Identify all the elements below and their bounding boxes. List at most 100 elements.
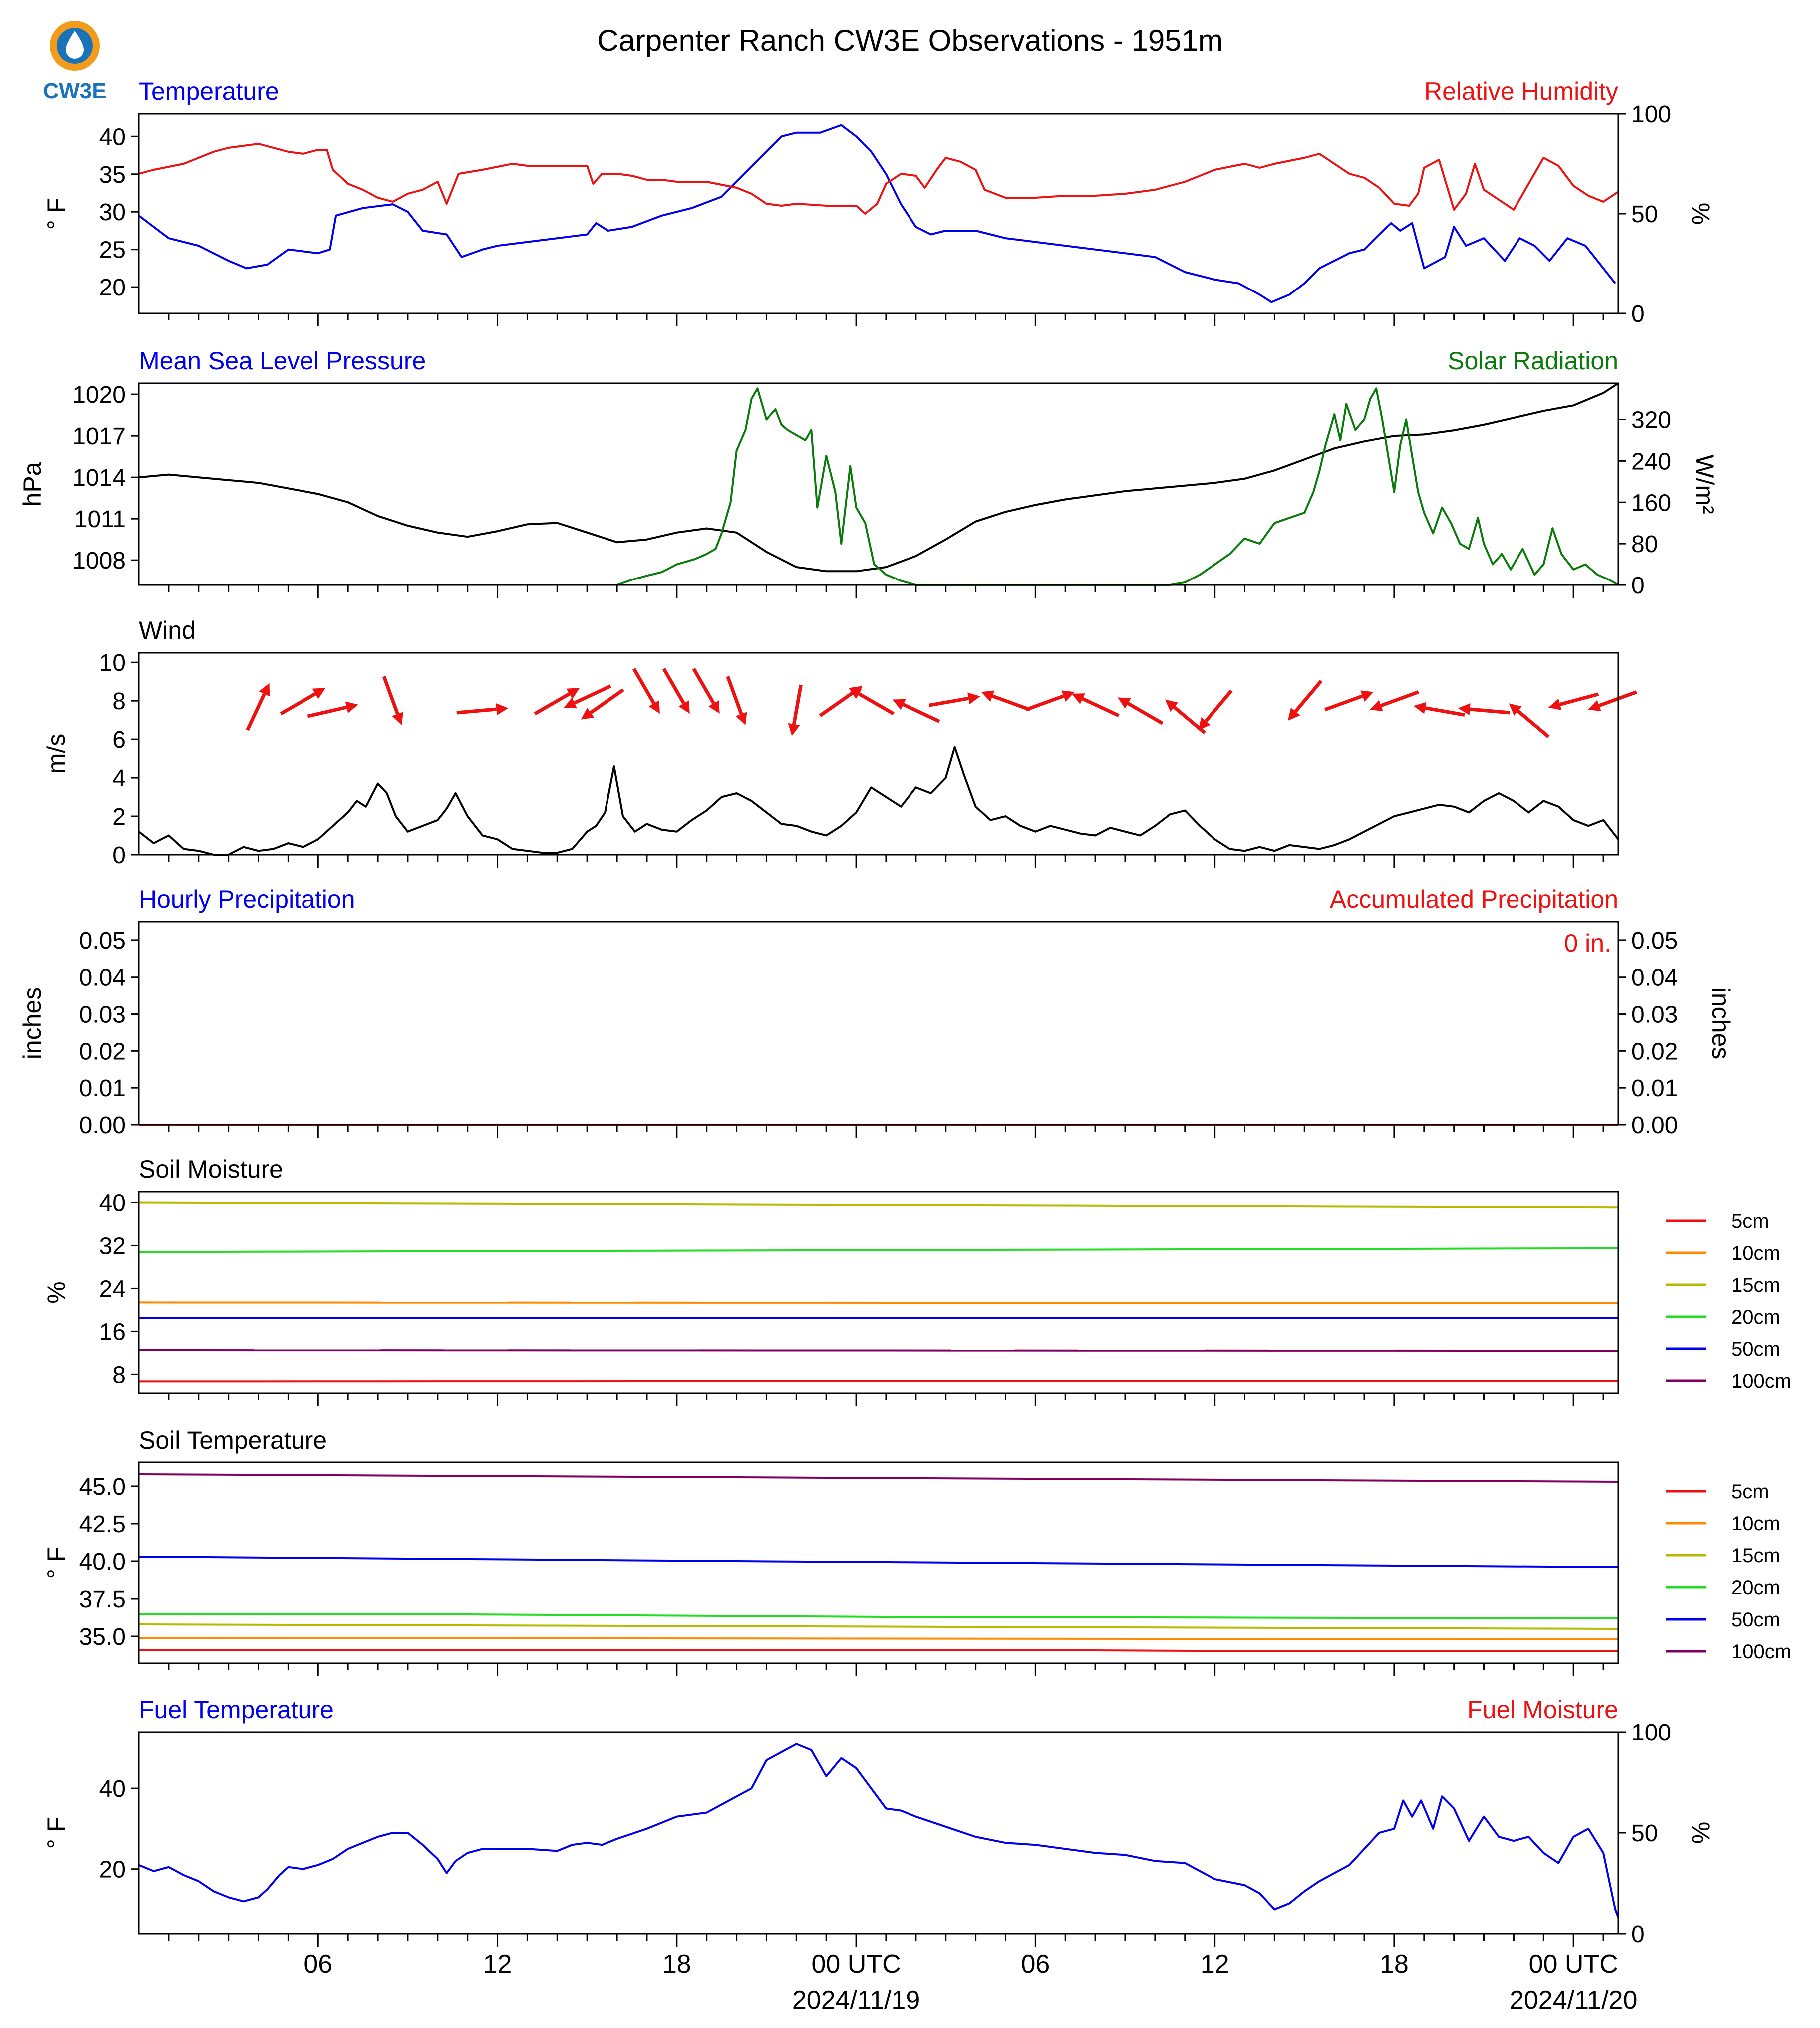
wind-arrow-head xyxy=(967,692,980,705)
series-line-10cm xyxy=(138,1637,1619,1640)
panel-frame xyxy=(138,1191,1619,1394)
y-tick-label-left: 0.04 xyxy=(79,965,126,991)
wind-arrow xyxy=(632,668,660,714)
cw3e-logo: CW3E xyxy=(43,21,107,103)
y-axis-left: 0 2 4 6 8 10 xyxy=(99,650,139,869)
x-tick-label: 06 xyxy=(303,1950,332,1979)
panel-frame xyxy=(138,382,1619,586)
y-tick-label-right: 240 xyxy=(1631,448,1671,475)
wind-arrow-shaft xyxy=(726,676,743,715)
y-axis-label-left: m/s xyxy=(42,734,70,774)
series-line-5cm xyxy=(139,1649,1618,1652)
wind-arrow-shaft xyxy=(382,676,399,715)
legend-label: 100cm xyxy=(1731,1641,1791,1663)
y-tick-label-right: 0.02 xyxy=(1631,1038,1678,1065)
wind-arrow xyxy=(1458,703,1510,715)
wind-arrow-shaft xyxy=(1324,694,1363,712)
wind-arrow xyxy=(456,703,509,715)
series-line-100cm xyxy=(138,1473,1619,1483)
y-tick-label-left: 0.03 xyxy=(79,1002,126,1028)
wind-arrow-head xyxy=(1287,707,1300,721)
wind-arrow-shaft xyxy=(792,684,803,725)
wind-arrow xyxy=(534,688,580,716)
panel-frame xyxy=(138,652,1619,856)
wind-arrow-head xyxy=(1071,693,1085,704)
y-tick-label-right: 0 xyxy=(1631,301,1645,327)
wind-arrow xyxy=(564,684,611,709)
wind-arrow-head xyxy=(1061,690,1075,702)
y-tick-label-left: 32 xyxy=(99,1233,126,1259)
series-line-15cm xyxy=(138,1623,1619,1630)
wind-arrow-head xyxy=(1458,703,1471,715)
logo-text: CW3E xyxy=(43,79,106,103)
x-ticks xyxy=(168,1663,1604,1676)
y-tick-label-left: 6 xyxy=(112,727,126,753)
panel-temperature_rh: Temperature Relative Humidity 20 25 30 35 40 ° … xyxy=(42,77,1715,327)
wind-arrow-head xyxy=(259,683,270,697)
x-ticks xyxy=(168,855,1604,868)
y-tick-label-left: 42.5 xyxy=(79,1511,126,1538)
series-line-20cm xyxy=(138,1247,1619,1253)
wind-arrow-head xyxy=(581,708,595,720)
wind-arrow-shaft xyxy=(1025,694,1064,712)
y-axis-right: 0.00 0.01 0.02 0.03 0.04 0.05 xyxy=(1618,928,1678,1139)
y-tick-label-left: 35.0 xyxy=(79,1624,126,1650)
y-axis-label-left: inches xyxy=(18,987,46,1060)
wind-arrow-shaft xyxy=(662,668,685,704)
y-tick-label-right: 50 xyxy=(1631,1820,1658,1847)
y-axis-right: 0 80 160 240 320 xyxy=(1618,407,1671,599)
wind-arrow-head xyxy=(312,688,326,699)
y-axis-label-right: inches xyxy=(1707,987,1735,1060)
wind-arrow-head xyxy=(1548,698,1562,711)
wind-arrow xyxy=(788,684,803,736)
wind-arrow-head xyxy=(564,697,577,709)
panel-title-left: Hourly Precipitation xyxy=(139,885,355,913)
x-tick-label: 00 UTC xyxy=(1529,1950,1618,1979)
panel-soil_temperature: Soil Temperature 35.0 37.5 40.0 42.5 45.0 ° F 5… xyxy=(42,1426,1791,1676)
x-tick-label: 12 xyxy=(1201,1950,1229,1979)
wind-arrow xyxy=(1025,690,1075,712)
x-tick-label: 06 xyxy=(1021,1950,1050,1979)
wind-arrow xyxy=(1413,702,1465,717)
panel-precipitation: Hourly Precipitation Accumulated Precipit… xyxy=(18,885,1735,1139)
legend-label: 20cm xyxy=(1731,1577,1780,1599)
legend-label: 15cm xyxy=(1731,1274,1780,1296)
y-tick-label-left: 40 xyxy=(99,124,126,150)
y-tick-label-left: 40 xyxy=(99,1190,126,1216)
legend-label: 100cm xyxy=(1731,1370,1791,1392)
y-axis-label-left: % xyxy=(42,1281,70,1303)
y-tick-label-right: 100 xyxy=(1631,101,1671,128)
wind-arrow-shaft xyxy=(858,692,895,716)
panel-soil_moisture: Soil Moisture 8 16 24 32 40% 5cm 10cm 15cm 20cm 50… xyxy=(42,1156,1791,1406)
y-tick-label-left: 1011 xyxy=(74,506,126,533)
y-tick-label-left: 40.0 xyxy=(79,1549,126,1575)
wind-arrow xyxy=(1370,690,1419,712)
wind-arrow xyxy=(1548,692,1599,711)
panel-title-left: Soil Moisture xyxy=(139,1156,283,1183)
y-tick-label-right: 50 xyxy=(1631,201,1658,228)
y-tick-label-left: 8 xyxy=(112,688,126,715)
wind-arrow-head xyxy=(1198,717,1211,731)
panel-title-right: Fuel Moisture xyxy=(1467,1696,1618,1724)
x-date-label: 2024/11/20 xyxy=(1510,1986,1637,2015)
x-ticks xyxy=(168,1393,1604,1406)
y-tick-label-left: 20 xyxy=(99,1857,126,1883)
wind-arrow-shaft xyxy=(456,707,497,715)
y-tick-label-right: 100 xyxy=(1631,1720,1671,1746)
wind-arrow-head xyxy=(678,700,690,714)
panel-title-right: Relative Humidity xyxy=(1424,77,1618,105)
wind-arrow-shaft xyxy=(280,692,316,716)
wind-arrow xyxy=(246,683,270,731)
wind-arrow-head xyxy=(566,688,580,699)
panel-wind: Wind 0 2 4 6 8 10 m/s xyxy=(42,616,1638,869)
wind-arrow-shaft xyxy=(902,703,940,723)
y-tick-label-right: 160 xyxy=(1631,490,1671,516)
series-line-solar-radiation xyxy=(616,387,1619,586)
y-axis-label-right: % xyxy=(1687,203,1715,225)
y-tick-label-left: 40 xyxy=(99,1776,126,1802)
y-axis-left: 0.00 0.01 0.02 0.03 0.04 0.05 xyxy=(79,928,139,1139)
x-axis-labels: 06 12 18 00 UTC 06 12 18 00 UTC 2024/11/19 2024/1… xyxy=(303,1950,1637,2015)
